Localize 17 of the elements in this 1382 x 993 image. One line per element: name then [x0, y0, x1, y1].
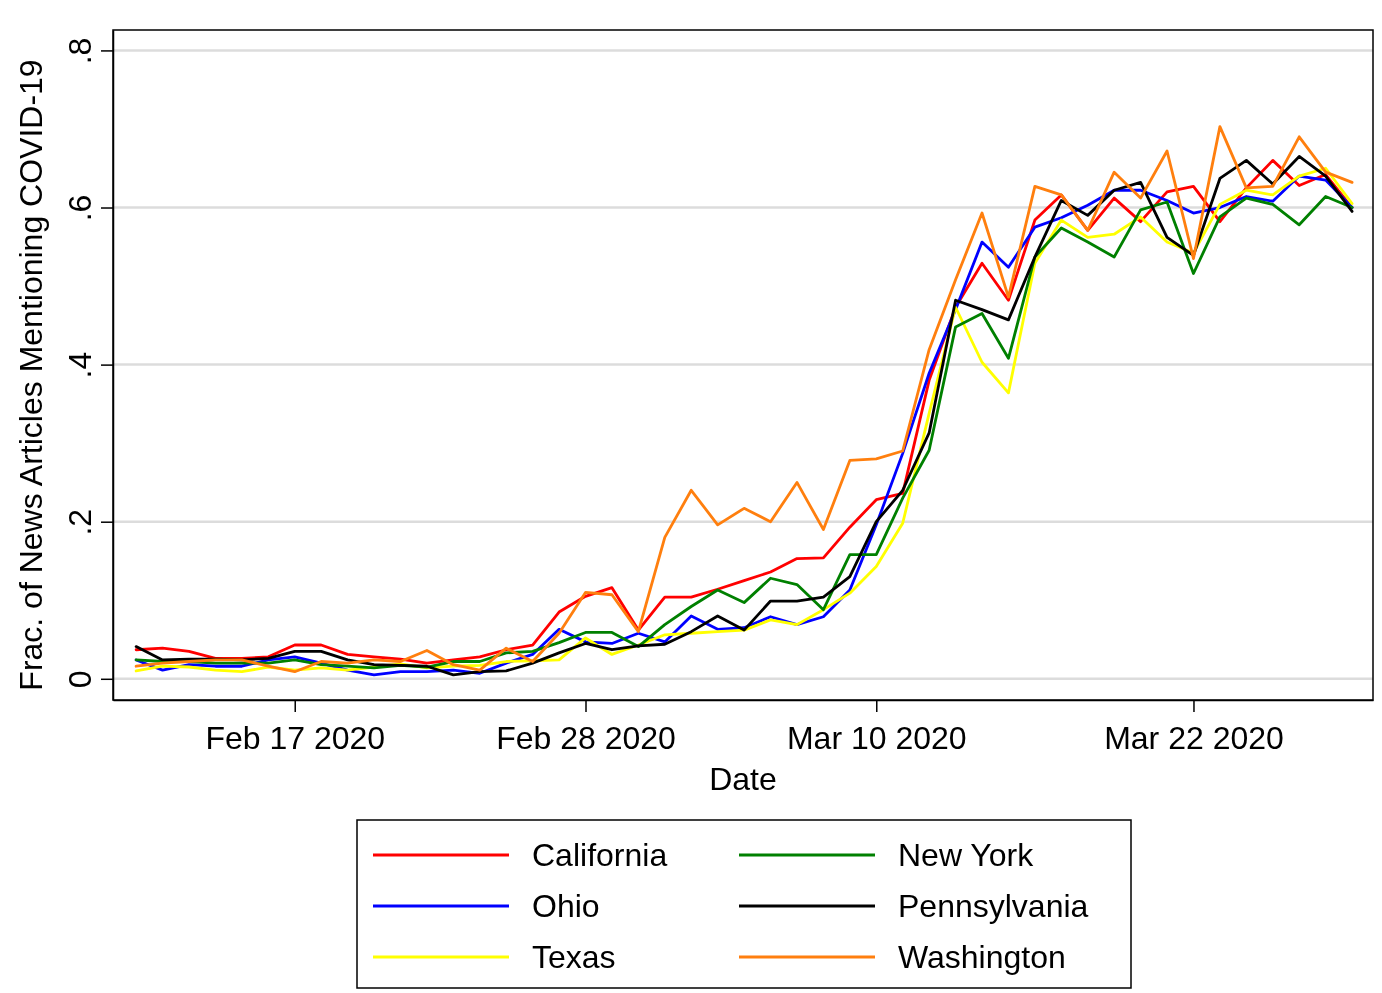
y-tick-label: .8 — [62, 37, 98, 65]
y-tick-label: .2 — [62, 508, 98, 536]
x-tick-label: Feb 17 2020 — [205, 719, 386, 756]
y-tick-label: .4 — [62, 351, 98, 379]
x-tick-label: Mar 10 2020 — [786, 719, 967, 756]
legend-label: Pennsylvania — [898, 888, 1089, 924]
x-tick-label: Mar 22 2020 — [1104, 719, 1284, 756]
legend-label: New York — [898, 837, 1035, 873]
legend-label: Washington — [898, 939, 1066, 975]
legend-label: California — [532, 837, 668, 873]
y-tick-label: 0 — [62, 670, 98, 689]
legend-label: Ohio — [532, 888, 600, 924]
y-tick-label: .6 — [62, 194, 98, 222]
x-axis-title: Date — [709, 761, 777, 797]
y-axis-title: Frac. of News Articles Mentioning COVID-19 — [13, 59, 49, 691]
x-tick-label: Feb 28 2020 — [496, 719, 676, 756]
legend-label: Texas — [532, 939, 616, 975]
